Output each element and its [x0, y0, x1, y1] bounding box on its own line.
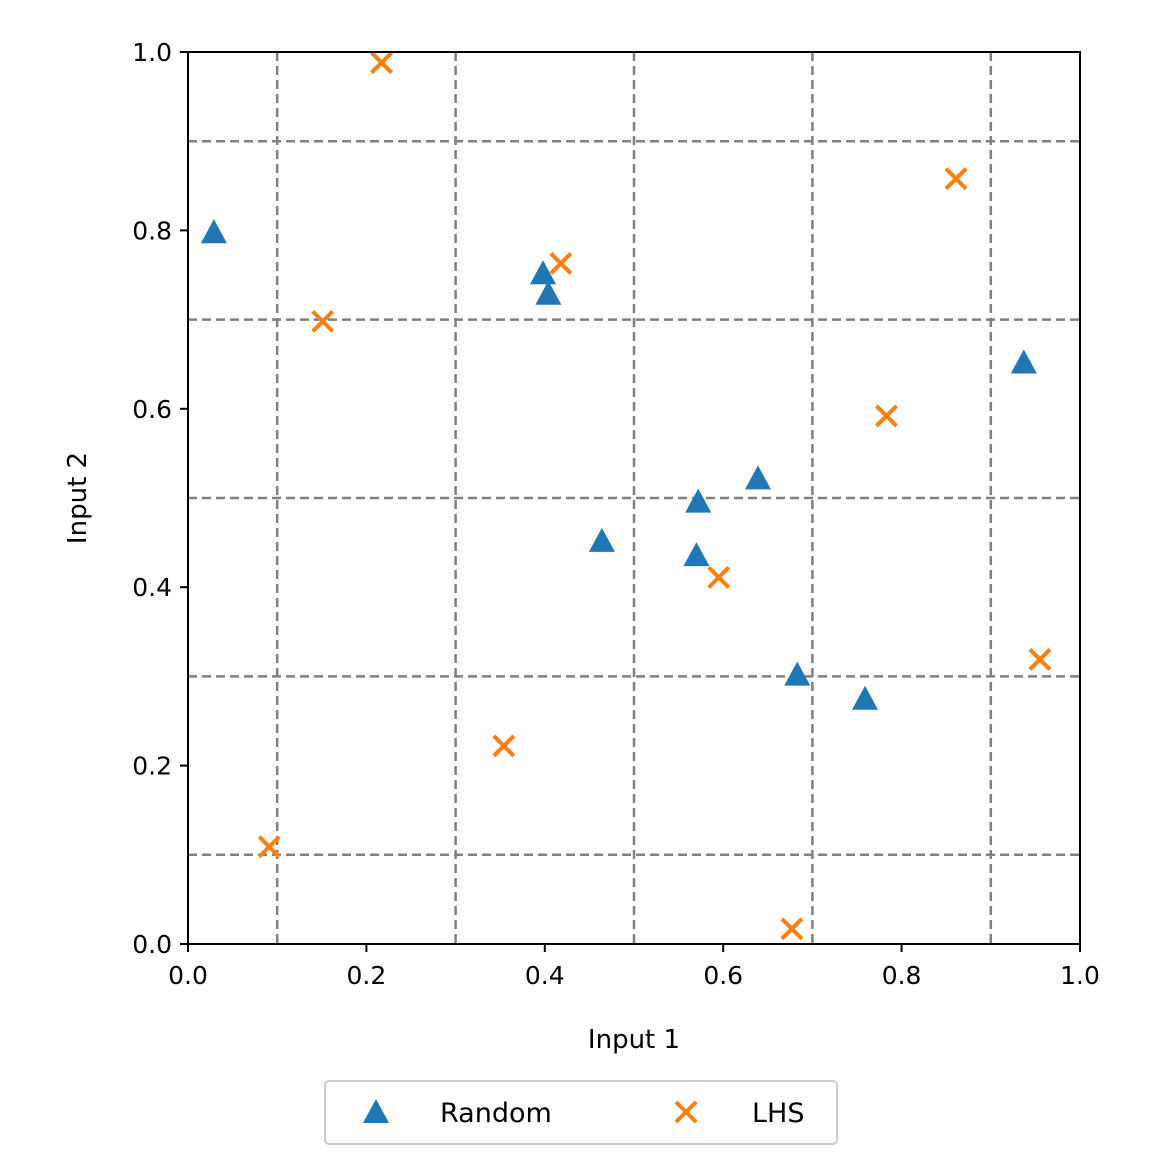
legend-label-lhs: LHS [752, 1098, 804, 1129]
lhs-point [311, 309, 335, 333]
x-tick-label: 0.0 [168, 961, 208, 990]
y-tick-label: 0.2 [132, 752, 172, 781]
axis-ticks: 0.0 0.2 0.4 0.6 0.8 1.0 0.0 0.2 0.4 0.6 0.8 1.0 [132, 38, 1100, 990]
random-point [852, 685, 879, 710]
random-point [784, 661, 811, 686]
x-tick-label: 0.2 [347, 961, 387, 990]
random-point [685, 488, 712, 513]
x-marker-stroke [1028, 648, 1052, 671]
x-marker-stroke [875, 404, 898, 428]
x-axis-label: Input 1 [588, 1025, 680, 1055]
x-marker-stroke [257, 835, 281, 859]
lhs-point [549, 251, 573, 275]
y-tick-label: 1.0 [132, 38, 172, 67]
data-points [200, 51, 1052, 941]
lhs-point [875, 404, 898, 428]
y-tick-label: 0.6 [132, 395, 172, 424]
x-marker-stroke [674, 1100, 698, 1124]
random-point [530, 260, 557, 285]
lhs-point [707, 565, 731, 589]
legend-items: Random LHS [363, 1098, 804, 1129]
lhs-point [370, 51, 393, 75]
grid [188, 52, 1080, 944]
random-point [200, 219, 227, 244]
x-tick-label: 0.4 [525, 961, 565, 990]
triangle-marker-icon [363, 1099, 389, 1124]
x-marker-icon [674, 1100, 698, 1124]
series-random [200, 219, 1037, 710]
x-tick-label: 0.6 [703, 961, 743, 990]
x-tick-label: 0.8 [882, 961, 922, 990]
lhs-point [780, 917, 804, 941]
x-marker-stroke [370, 51, 393, 75]
y-tick-label: 0.8 [132, 216, 172, 245]
y-tick-label: 0.4 [132, 573, 172, 602]
y-axis-label: Input 2 [63, 452, 93, 544]
random-point [588, 527, 615, 552]
lhs-point [492, 734, 516, 758]
x-marker-stroke [311, 309, 335, 333]
x-marker-stroke [492, 734, 516, 758]
x-marker-stroke [944, 167, 968, 191]
random-point [1010, 349, 1037, 374]
lhs-point [1028, 648, 1052, 671]
x-marker-stroke [549, 251, 573, 275]
plot-frame [187, 51, 1081, 945]
series-lhs [257, 51, 1052, 941]
legend-box [324, 1080, 838, 1145]
lhs-point [257, 835, 281, 859]
lhs-point [944, 167, 968, 191]
random-point [683, 542, 710, 567]
x-marker-stroke [707, 565, 731, 589]
x-tick-label: 1.0 [1060, 961, 1100, 990]
random-point [535, 280, 562, 305]
legend: Random LHS [324, 1080, 838, 1145]
random-point [744, 465, 771, 490]
y-tick-label: 0.0 [132, 930, 172, 959]
legend-label-random: Random [440, 1098, 552, 1129]
x-marker-stroke [780, 917, 804, 941]
